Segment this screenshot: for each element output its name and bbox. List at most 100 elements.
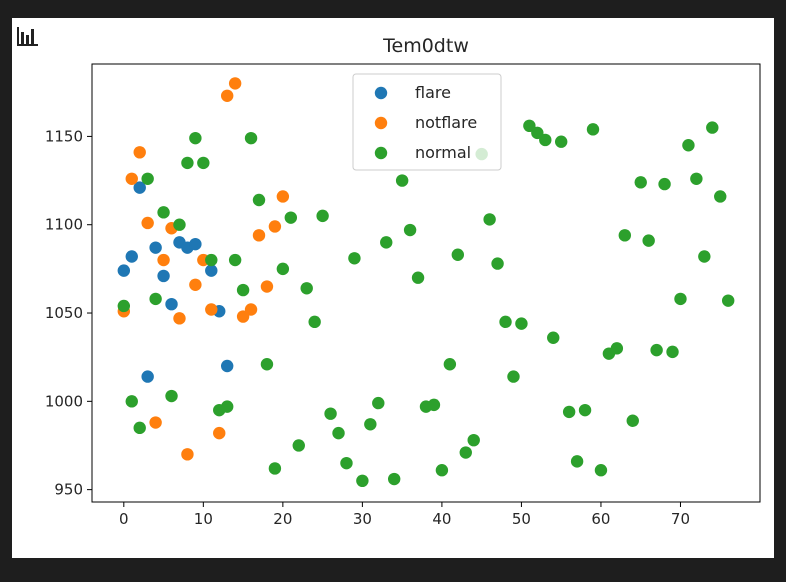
normal-point [292,439,305,452]
normal-point [364,418,377,431]
normal-point [706,121,719,134]
normal-point [284,211,298,224]
y-tick-label: 1100 [45,216,83,234]
normal-point [491,257,504,270]
flare-point [165,297,178,311]
normal-point [618,229,632,242]
normal-point [268,462,282,475]
notflare-point [189,278,202,291]
flare-point [205,264,218,277]
notflare-point [149,416,162,429]
x-tick-label: 50 [512,510,531,528]
notflare-point [133,146,146,159]
normal-point [125,395,138,408]
flare-point [117,264,131,277]
notflare-point [236,310,250,323]
normal-point [634,176,647,189]
normal-point [300,282,313,295]
notflare-point [125,172,138,185]
normal-point [372,396,385,410]
legend-marker-flare [374,86,388,100]
normal-point [547,331,560,344]
legend-label-notflare: notflare [415,113,477,132]
normal-point [594,464,608,477]
normal-point [260,358,274,371]
normal-point [149,292,162,306]
legend-label-flare: flare [415,83,451,102]
normal-point [523,119,536,133]
notflare-point [260,280,274,293]
normal-point [117,299,131,313]
y-axis: 950 1000 1050 1100 1150 [45,127,92,499]
normal-point [133,421,146,435]
normal-point [443,358,457,371]
notflare-point [252,229,266,242]
normal-point [411,271,425,284]
normal-point [578,403,592,417]
notflare-point [141,216,154,230]
normal-point [435,464,449,477]
y-tick-label: 1050 [45,304,83,322]
normal-point [308,315,321,329]
x-tick-label: 40 [432,510,451,528]
normal-point [395,174,409,187]
normal-point [205,253,218,267]
flare-point [189,237,202,251]
y-tick-label: 1150 [45,127,83,145]
normal-point [332,426,345,440]
normal-point [642,234,655,247]
scatter-chart: Tem0dtw 0 10 20 30 40 50 60 70 950 1000 1050 1100 1… [45,35,761,528]
normal-point [236,283,250,297]
legend-box [352,73,502,171]
normal-point [682,139,695,152]
normal-point [483,213,496,226]
notflare-point [276,190,290,203]
notflare-point [173,312,186,325]
legend: flare notflare normal [352,73,502,171]
x-tick-label: 70 [671,510,690,528]
normal-point [157,206,170,219]
flare-point [141,370,154,383]
normal-point [387,472,401,486]
flare-point [157,269,170,283]
normal-point [427,398,441,412]
normal-point [531,126,544,140]
notflare-point [213,426,226,440]
normal-point [539,133,552,147]
x-tick-label: 60 [591,510,610,528]
x-tick-label: 10 [194,510,213,528]
notflare-point [244,303,258,316]
normal-point [276,262,290,276]
data-points [117,77,735,488]
y-tick-label: 1000 [45,392,83,410]
x-tick-label: 30 [353,510,372,528]
x-tick-label: 0 [119,510,129,528]
legend-marker-notflare [374,116,388,130]
normal-point [690,172,703,185]
normal-point [340,456,353,470]
notflare-point [228,77,242,90]
normal-point [562,405,576,419]
normal-point [499,315,512,329]
normal-point [173,218,186,231]
normal-point [197,156,210,170]
normal-point [586,123,600,136]
notflare-point [205,303,218,316]
normal-point [666,345,679,359]
chart-title: Tem0dtw [382,35,469,57]
x-tick-label: 20 [273,510,292,528]
bar-chart-icon[interactable] [15,26,39,48]
normal-point [554,135,568,148]
normal-point [507,370,520,383]
normal-point [181,156,194,170]
notflare-point [181,448,194,461]
normal-point [348,252,361,265]
normal-point [459,446,472,459]
x-axis: 0 10 20 30 40 50 60 70 [119,502,690,528]
notflare-point [157,253,170,267]
normal-point [721,294,735,307]
normal-point [165,389,178,403]
notflare-point [220,89,234,102]
normal-point [356,474,369,488]
normal-point [252,193,266,207]
